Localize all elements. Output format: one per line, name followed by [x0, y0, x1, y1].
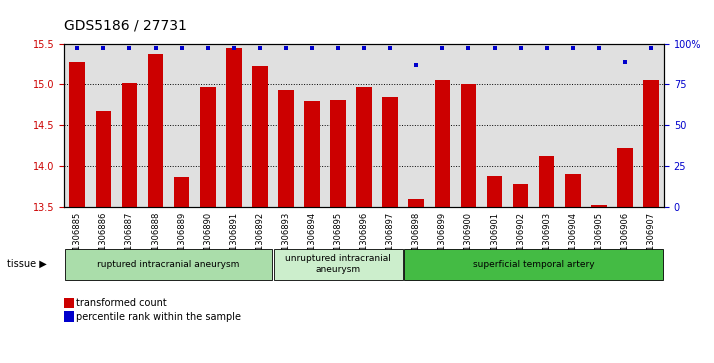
Point	[71, 46, 83, 52]
Point	[202, 46, 213, 52]
Bar	[408, 199, 424, 207]
Point	[176, 46, 187, 52]
Text: unruptured intracranial
aneurysm: unruptured intracranial aneurysm	[285, 254, 391, 274]
Point	[515, 46, 526, 52]
Point	[593, 46, 605, 52]
Point	[437, 46, 448, 52]
Bar	[617, 148, 633, 207]
Bar	[148, 54, 164, 207]
Text: tissue ▶: tissue ▶	[7, 259, 47, 269]
Point	[306, 46, 318, 52]
Point	[358, 46, 370, 52]
Point	[254, 46, 266, 52]
Bar	[643, 80, 659, 207]
Bar	[331, 100, 346, 207]
Bar	[69, 61, 85, 207]
Point	[619, 58, 630, 65]
Text: superficial temporal artery: superficial temporal artery	[473, 260, 595, 269]
Bar	[200, 87, 216, 207]
Bar	[121, 83, 137, 207]
Point	[541, 46, 553, 52]
Text: percentile rank within the sample: percentile rank within the sample	[76, 311, 241, 322]
Point	[411, 62, 422, 68]
Bar	[383, 97, 398, 207]
Bar	[487, 176, 503, 207]
Text: ruptured intracranial aneurysm: ruptured intracranial aneurysm	[97, 260, 240, 269]
Bar	[565, 174, 580, 207]
Bar	[356, 87, 372, 207]
Point	[228, 46, 239, 52]
Point	[124, 46, 135, 52]
Bar	[278, 90, 293, 207]
Point	[385, 46, 396, 52]
Bar	[226, 48, 241, 207]
Point	[489, 46, 501, 52]
Point	[463, 46, 474, 52]
Bar	[539, 156, 555, 207]
Bar	[461, 84, 476, 207]
Bar	[174, 177, 189, 207]
Bar	[513, 184, 528, 207]
Bar	[96, 110, 111, 207]
Text: transformed count: transformed count	[76, 298, 166, 308]
Point	[98, 46, 109, 52]
Point	[567, 46, 578, 52]
Point	[332, 46, 343, 52]
Point	[645, 46, 657, 52]
Bar	[304, 101, 320, 207]
Bar	[252, 66, 268, 207]
Point	[150, 46, 161, 52]
Bar	[435, 80, 451, 207]
Text: GDS5186 / 27731: GDS5186 / 27731	[64, 19, 187, 33]
Point	[280, 46, 291, 52]
Bar	[591, 205, 607, 207]
